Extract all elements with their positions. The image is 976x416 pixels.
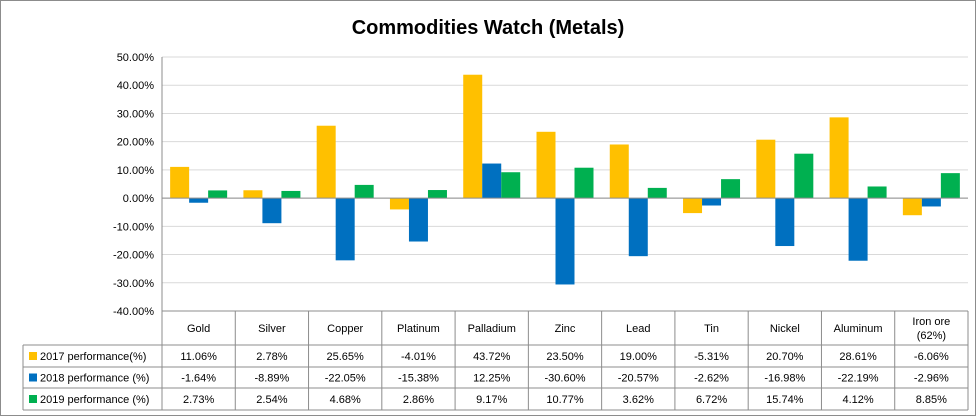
category-label: Zinc: [555, 323, 576, 335]
series-name: 2017 performance(%): [40, 351, 146, 363]
data-label: 6.72%: [696, 394, 727, 406]
y-tick-label: -10.00%: [113, 221, 154, 233]
category-label: Copper: [327, 323, 363, 335]
data-label: -15.38%: [398, 373, 439, 385]
data-label: 4.68%: [330, 394, 361, 406]
data-label: -1.64%: [181, 373, 216, 385]
y-tick-label: 10.00%: [117, 165, 155, 177]
bar: [243, 190, 263, 199]
bar: [555, 198, 575, 285]
y-tick-label: 30.00%: [117, 108, 155, 120]
y-tick-label: 40.00%: [117, 80, 155, 92]
data-label: -8.89%: [254, 373, 289, 385]
data-label: 15.74%: [766, 394, 804, 406]
y-tick-label: -40.00%: [113, 306, 154, 318]
data-label: -2.96%: [914, 373, 949, 385]
category-label: Aluminum: [834, 323, 883, 335]
bar: [335, 198, 355, 261]
data-label: -6.06%: [914, 351, 949, 363]
category-label: Nickel: [770, 323, 800, 335]
bar: [683, 198, 703, 214]
bar: [902, 198, 922, 216]
bar: [775, 198, 795, 247]
data-label: 2.54%: [256, 394, 287, 406]
bar: [756, 139, 776, 199]
bar: [921, 198, 941, 207]
category-label: Gold: [187, 323, 210, 335]
legend-swatch: [29, 395, 37, 403]
data-label: 4.12%: [842, 394, 873, 406]
y-tick-label: -20.00%: [113, 250, 154, 262]
data-label: 43.72%: [473, 351, 511, 363]
y-tick-label: 50.00%: [117, 52, 155, 64]
data-label: 3.62%: [623, 394, 654, 406]
data-label: -22.05%: [325, 373, 366, 385]
bars: [162, 74, 968, 285]
category-label: Tin: [704, 323, 719, 335]
data-table: Gold Silver Copper Platinum Palladium Zinc Lea…: [22, 310, 969, 411]
bar: [354, 184, 374, 199]
legend-swatch: [29, 373, 37, 382]
bar: [794, 153, 814, 199]
bar: [316, 125, 336, 199]
data-label: -30.60%: [545, 373, 586, 385]
bar: [189, 198, 209, 203]
data-label: -4.01%: [401, 351, 436, 363]
data-label: -5.31%: [694, 351, 729, 363]
legend-swatch: [29, 352, 37, 360]
data-label: 20.70%: [766, 351, 804, 363]
data-label: 11.06%: [180, 351, 217, 363]
y-axis: 50.00% 40.00% 30.00% 20.00% 10.00% 0.00% -10.0…: [113, 52, 163, 318]
category-label: Silver: [258, 323, 286, 335]
bar: [389, 198, 409, 210]
category-label: Iron ore (62%): [912, 316, 950, 342]
bar: [574, 167, 594, 199]
chart-title: Commodities Watch (Metals): [352, 17, 625, 39]
data-label: 25.65%: [327, 351, 365, 363]
bar: [609, 144, 629, 199]
bar: [940, 173, 960, 199]
bar: [427, 190, 447, 199]
series-name: 2018 performance (%): [40, 373, 149, 385]
data-label: 9.17%: [476, 394, 507, 406]
y-tick-label: -30.00%: [113, 278, 154, 290]
data-label: -16.98%: [764, 373, 805, 385]
bar: [702, 198, 722, 206]
data-label: 2.78%: [256, 351, 287, 363]
data-label: -2.62%: [694, 373, 729, 385]
data-label: 10.77%: [546, 394, 584, 406]
data-label: 19.00%: [620, 351, 658, 363]
category-label: Palladium: [468, 323, 516, 335]
data-label: 2.86%: [403, 394, 434, 406]
bar: [482, 163, 502, 199]
bar: [829, 117, 849, 199]
bar: [408, 198, 428, 242]
y-tick-label: 0.00%: [123, 193, 154, 205]
data-label: -20.57%: [618, 373, 659, 385]
bar: [628, 198, 648, 257]
data-label: 23.50%: [546, 351, 584, 363]
data-label: 28.61%: [839, 351, 877, 363]
data-label: 12.25%: [473, 373, 511, 385]
bar: [463, 74, 483, 199]
category-label: Platinum: [397, 323, 440, 335]
bar: [867, 186, 887, 199]
bar: [536, 131, 556, 199]
bar: [208, 190, 228, 199]
bar: [262, 198, 282, 224]
bar: [721, 179, 741, 199]
bar: [647, 187, 667, 199]
data-label: 8.85%: [916, 394, 947, 406]
category-label: Lead: [626, 323, 650, 335]
bar: [848, 198, 868, 261]
y-tick-label: 20.00%: [117, 137, 155, 149]
bar: [501, 172, 521, 199]
bar: [281, 190, 301, 199]
data-label: -22.19%: [838, 373, 879, 385]
series-name: 2019 performance (%): [40, 394, 149, 406]
data-label: 2.73%: [183, 394, 214, 406]
bar: [170, 166, 190, 199]
